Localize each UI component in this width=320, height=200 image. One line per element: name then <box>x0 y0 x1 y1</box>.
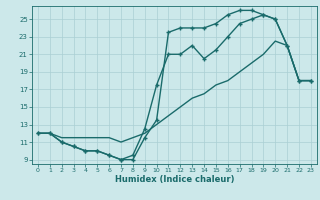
X-axis label: Humidex (Indice chaleur): Humidex (Indice chaleur) <box>115 175 234 184</box>
